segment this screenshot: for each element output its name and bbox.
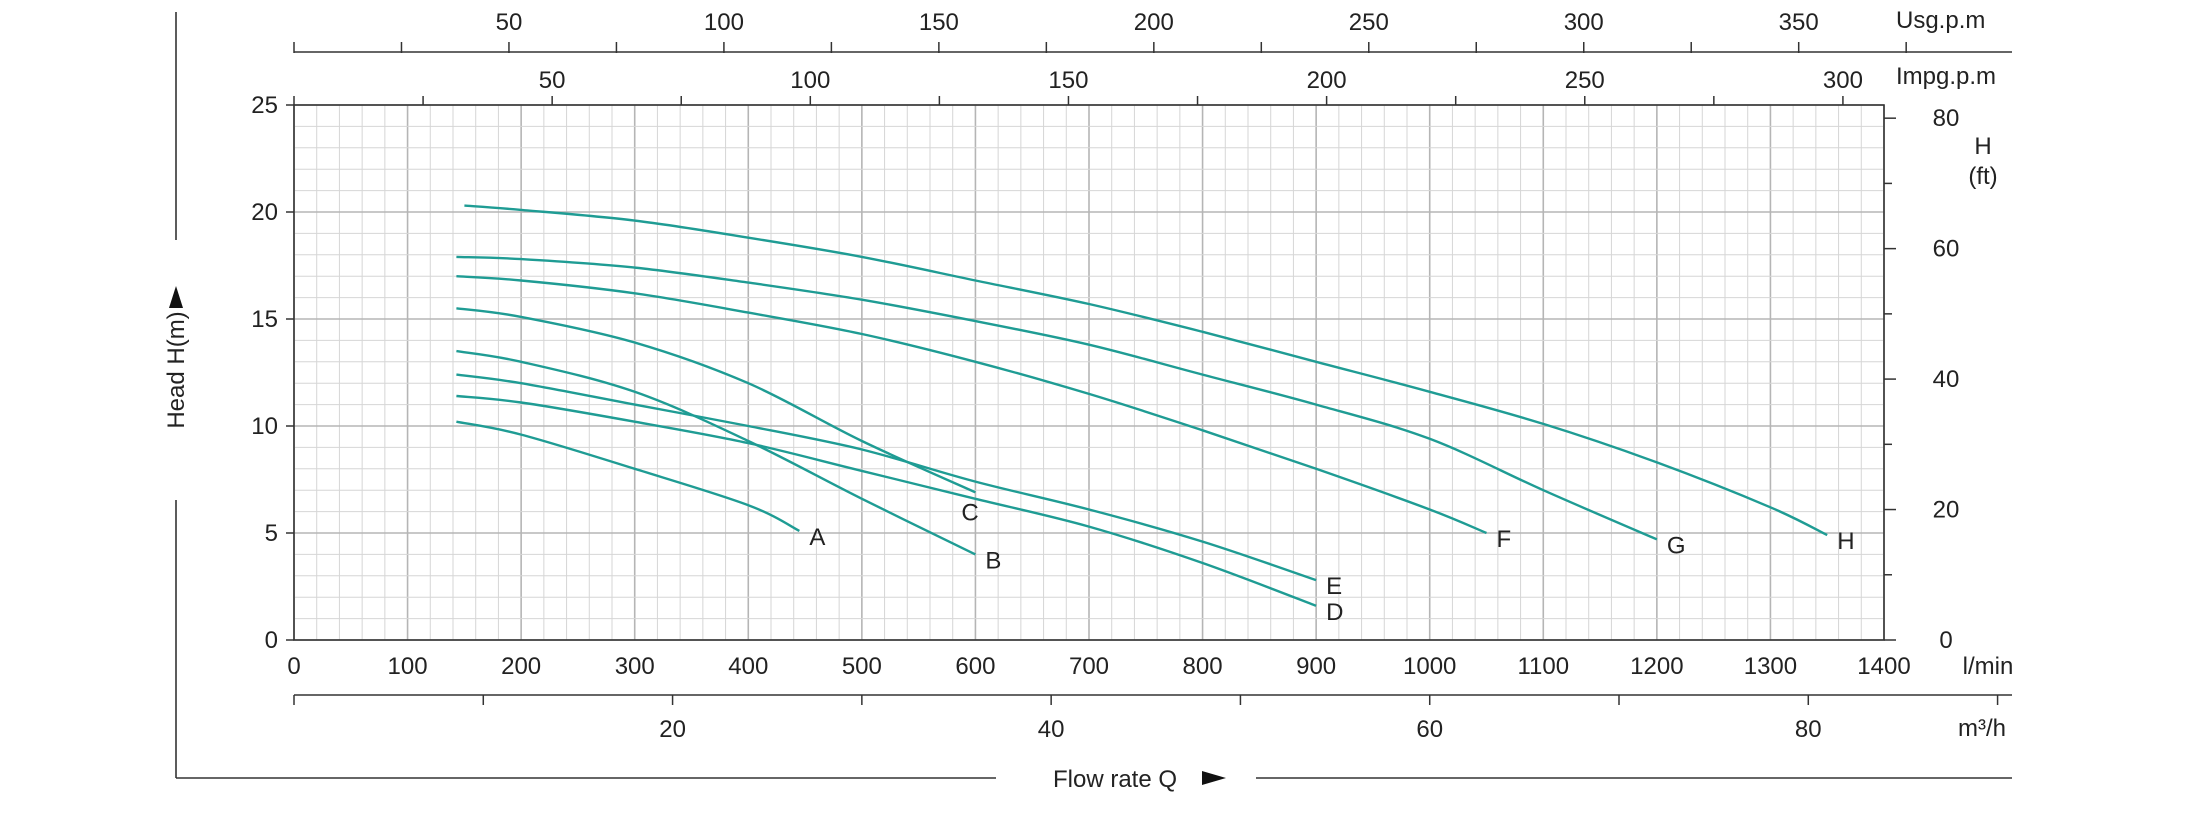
x-tick-label: 0 [287,653,300,680]
right-axis-unit: (ft) [1968,163,1997,190]
m3h-tick-label: 20 [659,716,686,743]
usgpm-tick-label: 150 [919,9,959,36]
x-unit-label: l/min [1963,653,2014,680]
impgpm-tick-label: 300 [1823,67,1863,94]
x-tick-label: 900 [1296,653,1336,680]
x-tick-label: 800 [1183,653,1223,680]
curve-label-f: F [1497,526,1512,553]
right-tick-label: 60 [1933,236,1960,263]
curve-d [456,394,1317,607]
x-tick-label: 700 [1069,653,1109,680]
impgpm-tick-label: 100 [790,67,830,94]
usgpm-tick-label: 200 [1134,9,1174,36]
right-tick-label: 40 [1933,366,1960,393]
curve-label-e: E [1326,573,1342,600]
x-tick-label: 400 [728,653,768,680]
x-tick-label: 300 [615,653,655,680]
m3h-tick-label: 60 [1416,716,1443,743]
m3h-tick-label: 40 [1038,716,1065,743]
usgpm-tick-label: 100 [704,9,744,36]
impgpm-tick-label: 250 [1565,67,1605,94]
y-axis-arrow [169,286,183,308]
curve-label-d: D [1326,599,1343,626]
x-tick-label: 1000 [1403,653,1456,680]
usgpm-tick-label: 350 [1779,9,1819,36]
impgpm-tick-label: 50 [539,67,566,94]
curve-e [456,373,1317,582]
m3h-unit-label: m³/h [1958,715,2006,742]
x-tick-label: 200 [501,653,541,680]
curve-label-g: G [1667,532,1686,559]
usgpm-unit-label: Usg.p.m [1896,7,1985,34]
curve-label-b: B [985,547,1001,574]
right-tick-label: 20 [1933,497,1960,524]
right-tick-label: 0 [1939,627,1952,654]
impgpm-tick-label: 150 [1048,67,1088,94]
x-tick-label: 100 [388,653,428,680]
curve-label-a: A [809,524,825,551]
impgpm-unit-label: Impg.p.m [1896,63,1996,90]
x-tick-label: 1400 [1857,653,1910,680]
curves [456,204,1828,607]
y-tick-label: 20 [251,199,278,226]
curve-h [464,204,1828,537]
right-axis-title: H [1974,133,1991,160]
y-tick-label: 15 [251,306,278,333]
x-axis-arrow [1202,771,1226,785]
y-tick-label: 25 [251,92,278,119]
x-tick-label: 1300 [1744,653,1797,680]
curve-f [456,275,1487,535]
curve-g [456,255,1658,541]
x-tick-label: 1100 [1517,653,1569,680]
y-tick-label: 0 [265,627,278,654]
usgpm-tick-label: 250 [1349,9,1389,36]
plot-frame [293,104,1885,641]
curve-a [456,420,800,532]
usgpm-tick-label: 300 [1564,9,1604,36]
curve-label-c: C [961,499,978,526]
m3h-tick-label: 80 [1795,716,1822,743]
impgpm-tick-label: 200 [1307,67,1347,94]
curve-b [456,349,976,556]
x-tick-label: 600 [955,653,995,680]
y-tick-label: 10 [251,413,278,440]
curve-label-h: H [1837,528,1854,555]
x-axis-title: Flow rate Q [1053,766,1177,793]
grid [293,104,1885,641]
right-tick-label: 80 [1933,105,1960,132]
curve-c [456,307,976,494]
usgpm-tick-label: 50 [496,9,523,36]
y-tick-label: 5 [265,520,278,547]
x-tick-label: 1200 [1630,653,1683,680]
x-tick-label: 500 [842,653,882,680]
y-axis-title: Head H(m) [163,311,190,428]
